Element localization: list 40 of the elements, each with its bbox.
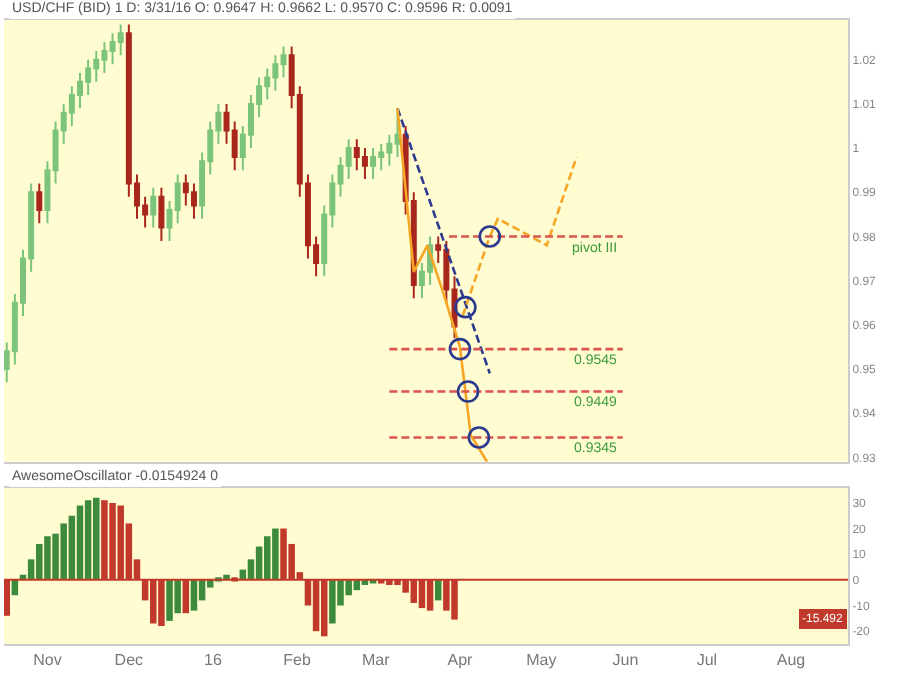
bar bbox=[60, 523, 67, 580]
candlestick bbox=[272, 54, 279, 92]
point bbox=[467, 426, 491, 449]
x-tick-label: Apr bbox=[447, 651, 474, 670]
candlestick bbox=[109, 32, 116, 66]
x-tick-label: Feb bbox=[283, 651, 312, 670]
candlestick bbox=[101, 41, 108, 75]
candlestick bbox=[117, 23, 124, 57]
bar bbox=[263, 536, 271, 580]
x-tick-label: Jun bbox=[612, 651, 639, 670]
candlestick bbox=[150, 186, 157, 229]
bar bbox=[76, 505, 84, 580]
x-tick-label: Dec bbox=[114, 651, 144, 670]
candlestick bbox=[361, 147, 368, 181]
bar bbox=[190, 579, 198, 611]
x-tick-label: Jul bbox=[696, 651, 718, 670]
x-tick-label: 16 bbox=[204, 651, 223, 670]
x-tick-label: Mar bbox=[362, 651, 391, 670]
point bbox=[478, 225, 502, 248]
bar bbox=[44, 536, 51, 580]
point bbox=[456, 380, 480, 403]
candlestick bbox=[353, 138, 360, 172]
bar bbox=[329, 579, 336, 624]
bar bbox=[84, 500, 92, 580]
candlestick bbox=[378, 142, 385, 172]
point bbox=[454, 295, 477, 319]
candlestick bbox=[370, 147, 377, 181]
bar bbox=[36, 543, 43, 580]
point bbox=[448, 337, 472, 361]
candlestick bbox=[190, 182, 197, 220]
bar bbox=[93, 497, 100, 580]
bar bbox=[174, 579, 181, 614]
x-tick-label: May bbox=[526, 651, 557, 670]
line-series bbox=[396, 107, 489, 462]
candlestick bbox=[158, 186, 165, 242]
bar bbox=[166, 579, 173, 621]
bar bbox=[272, 528, 279, 580]
x-tick-label: Aug bbox=[776, 651, 806, 670]
x-tick-label: Nov bbox=[33, 651, 62, 670]
candlestick bbox=[36, 182, 43, 225]
